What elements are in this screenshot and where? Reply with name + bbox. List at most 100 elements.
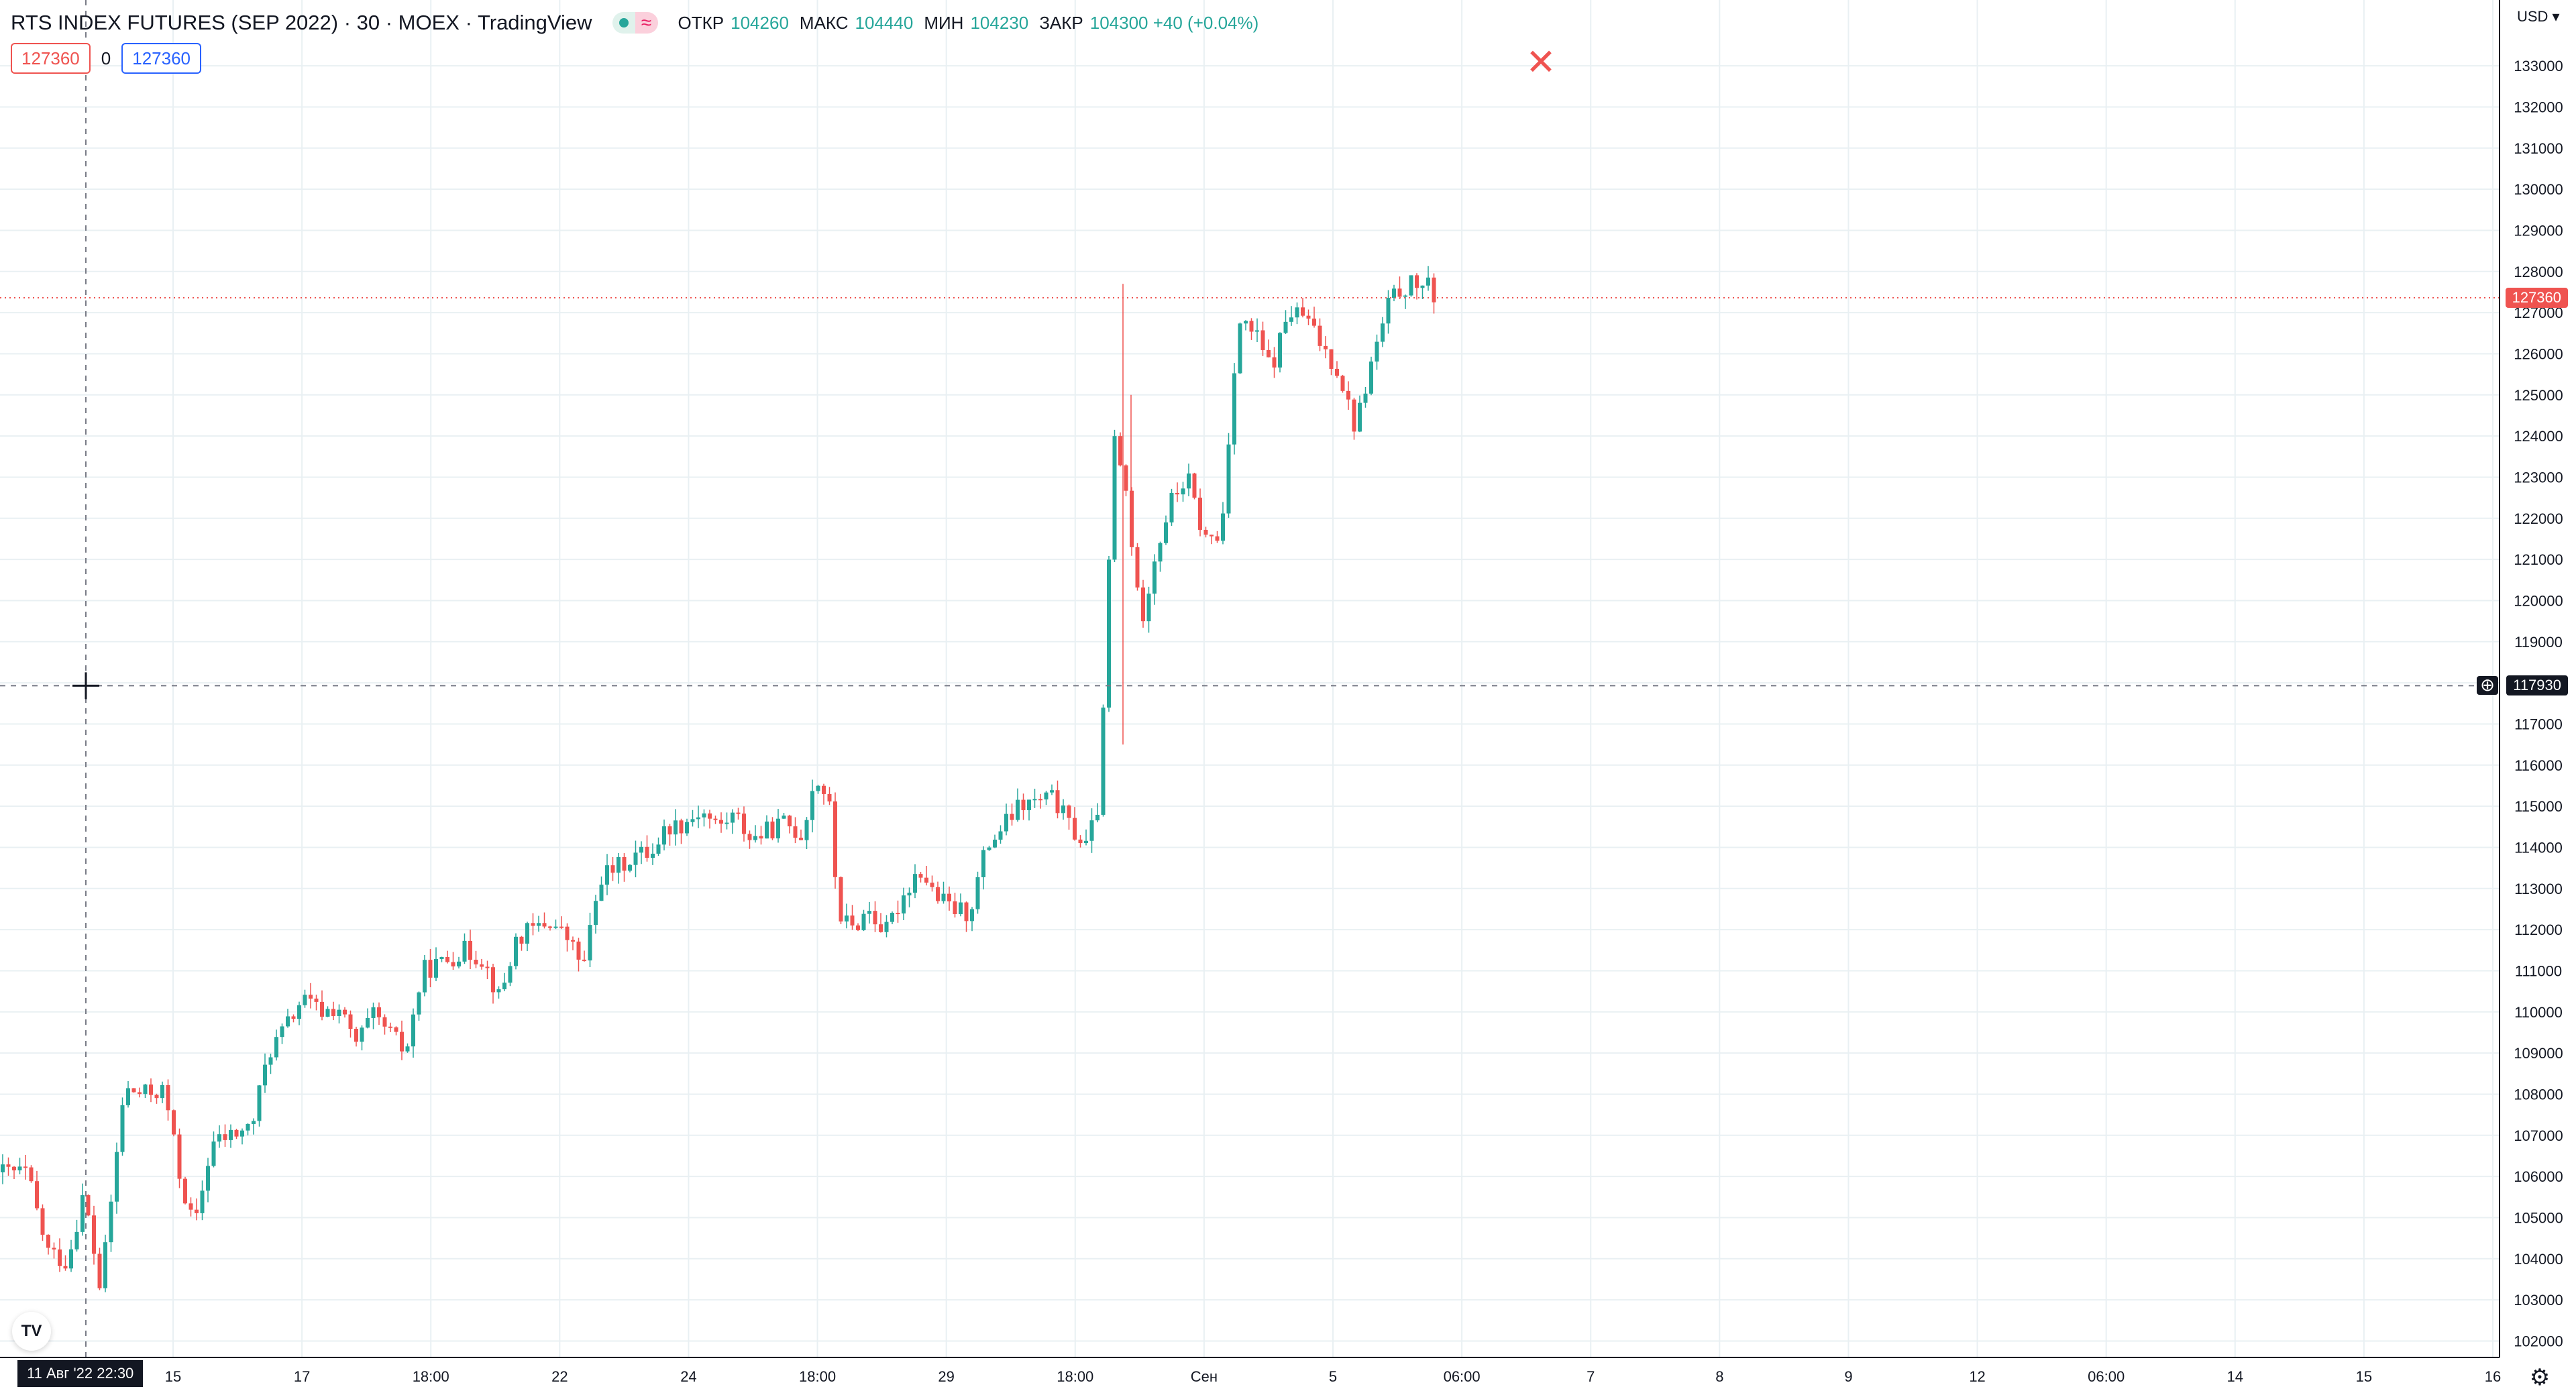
- candle: [434, 947, 438, 981]
- candle: [17, 1158, 22, 1174]
- candle: [947, 886, 951, 911]
- candle: [1397, 276, 1402, 300]
- candle: [793, 817, 798, 844]
- market-status[interactable]: ≈: [612, 12, 658, 34]
- price-tick-label: 114000: [2514, 839, 2563, 856]
- candle: [702, 809, 706, 827]
- candle: [1363, 386, 1368, 408]
- candle: [6, 1157, 11, 1176]
- market-open-indicator[interactable]: [612, 12, 635, 34]
- time-tick-label: Сен: [1191, 1368, 1218, 1385]
- candle: [411, 1008, 415, 1058]
- candle: [1267, 339, 1271, 358]
- candle: [1238, 322, 1242, 374]
- candle: [588, 912, 592, 967]
- candle: [103, 1234, 107, 1292]
- candle: [913, 864, 917, 899]
- candle: [325, 1006, 330, 1017]
- candle: [753, 825, 757, 843]
- symbol-title[interactable]: RTS INDEX FUTURES (SEP 2022) · 30 · MOEX…: [11, 11, 592, 34]
- price-tick-label: 124000: [2514, 428, 2563, 445]
- close-icon[interactable]: ✕: [1525, 42, 1556, 82]
- candle: [485, 960, 490, 980]
- time-axis[interactable]: 15 17 18:00 22 24 18:00 29 18:00 Сен 5 06:00 7 8 9 12 0…: [0, 1357, 2501, 1385]
- candle: [1249, 318, 1254, 340]
- candle: [776, 809, 780, 843]
- candle: [240, 1128, 244, 1145]
- candle: [1021, 793, 1026, 820]
- candle: [115, 1142, 119, 1214]
- candle: [736, 807, 741, 820]
- candle: [1095, 803, 1099, 823]
- candle: [354, 1026, 358, 1047]
- time-tick-label: 8: [1715, 1368, 1723, 1385]
- candle: [92, 1205, 96, 1265]
- ohlc-values: ОТКР 104260 МАКС 104440 МИН 104230 ЗАКР 1043…: [678, 13, 1263, 34]
- candle: [474, 950, 478, 968]
- time-tick-label: 15: [2356, 1368, 2372, 1385]
- candle: [297, 1001, 301, 1025]
- candle: [12, 1166, 16, 1179]
- candle: [1175, 482, 1179, 502]
- gear-icon[interactable]: ⚙: [2529, 1365, 2551, 1390]
- candle: [833, 792, 837, 889]
- candle: [86, 1194, 91, 1217]
- candle: [131, 1088, 136, 1093]
- candle: [417, 991, 421, 1021]
- candle: [759, 826, 763, 845]
- data-delay-icon[interactable]: ≈: [635, 12, 658, 34]
- candle: [1283, 310, 1288, 335]
- price-tick-label: 109000: [2514, 1045, 2563, 1062]
- candle: [1403, 294, 1407, 309]
- candle: [97, 1247, 102, 1290]
- candle: [320, 990, 324, 1021]
- candle: [52, 1242, 56, 1259]
- chart-grid: [0, 0, 2500, 1357]
- status-dot-icon: [619, 18, 629, 27]
- buy-button[interactable]: 127360: [121, 43, 201, 74]
- candle: [873, 901, 877, 932]
- candle: [496, 986, 501, 999]
- candle: [1244, 320, 1248, 331]
- time-tick-label: 14: [2227, 1368, 2243, 1385]
- currency-selector[interactable]: USD ▾: [2517, 8, 2560, 25]
- candle: [1010, 803, 1014, 826]
- candle: [822, 783, 826, 805]
- candle: [1369, 356, 1373, 396]
- candle: [553, 919, 558, 930]
- candle: [1392, 284, 1396, 302]
- plus-circle-icon[interactable]: ⊕: [2477, 676, 2498, 695]
- candle: [731, 809, 735, 834]
- candle: [366, 1008, 370, 1029]
- candle: [1158, 541, 1163, 572]
- price-tick-label: 115000: [2514, 798, 2563, 815]
- candle: [1335, 361, 1339, 378]
- price-tick-label: 120000: [2514, 592, 2563, 609]
- candle: [286, 1009, 290, 1028]
- candle: [1112, 429, 1117, 562]
- candle: [303, 989, 307, 1008]
- sell-button[interactable]: 127360: [11, 43, 91, 74]
- candle: [246, 1123, 250, 1135]
- candle: [839, 876, 843, 925]
- tradingview-logo-icon[interactable]: TV: [12, 1312, 51, 1351]
- price-tick-label: 108000: [2514, 1086, 2563, 1103]
- candle: [428, 948, 433, 988]
- candle: [1, 1154, 5, 1184]
- candle: [1329, 349, 1334, 376]
- candle: [1278, 332, 1282, 373]
- price-tick-label: 131000: [2514, 140, 2563, 157]
- candle: [1124, 464, 1128, 496]
- high-value: 104440: [855, 12, 914, 33]
- candle: [1289, 306, 1293, 326]
- candle: [856, 923, 860, 932]
- candle: [1260, 321, 1265, 356]
- candle: [1084, 829, 1088, 846]
- cursor-date-label: 11 Авг '22 22:30: [17, 1360, 144, 1387]
- time-tick-label: 7: [1587, 1368, 1595, 1385]
- candle: [1301, 297, 1305, 318]
- candle: [1381, 317, 1385, 347]
- candle: [1324, 336, 1328, 359]
- candle: [970, 907, 974, 932]
